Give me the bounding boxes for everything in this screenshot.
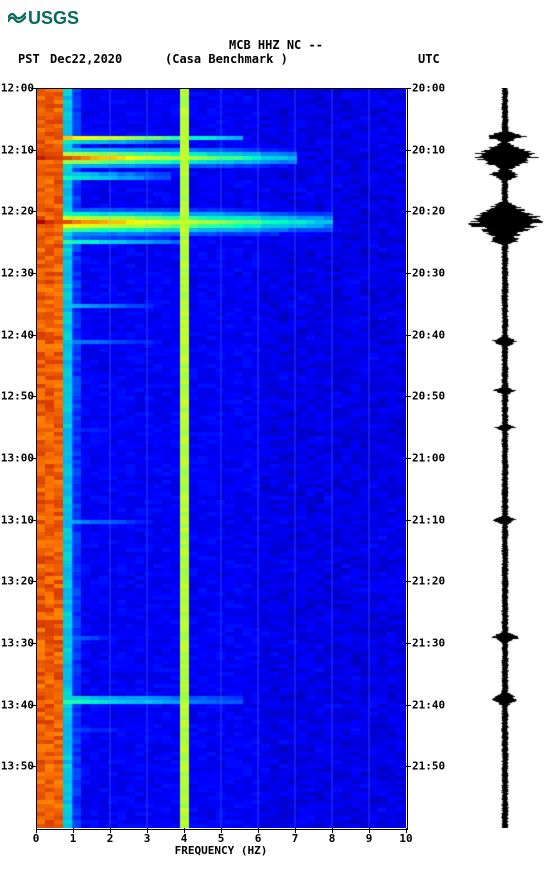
y-tick-left: 12:00 [0, 82, 34, 95]
tick-mark [73, 828, 74, 833]
y-tick-left: 13:20 [0, 575, 34, 588]
y-tick-left: 12:10 [0, 143, 34, 156]
y-tick-right: 21:30 [412, 637, 445, 650]
tick-mark [184, 828, 185, 833]
tick-mark [31, 396, 36, 397]
y-tick-left: 12:30 [0, 267, 34, 280]
tick-mark [31, 273, 36, 274]
y-tick-left: 13:30 [0, 637, 34, 650]
tick-mark [110, 828, 111, 833]
x-axis-label: FREQUENCY (HZ) [36, 844, 406, 857]
tick-mark [406, 150, 411, 151]
usgs-logo-text: USGS [28, 8, 79, 29]
y-tick-right: 20:30 [412, 267, 445, 280]
header-title: MCB HHZ NC -- [0, 38, 552, 52]
tick-mark [31, 520, 36, 521]
tick-mark [406, 520, 411, 521]
seismogram-canvas [460, 88, 550, 828]
station-label: (Casa Benchmark ) [165, 52, 288, 66]
y-tick-right: 21:50 [412, 760, 445, 773]
y-tick-right: 21:10 [412, 513, 445, 526]
tick-mark [31, 705, 36, 706]
right-tz-label: UTC [418, 52, 440, 66]
tick-mark [406, 88, 411, 89]
tick-mark [369, 828, 370, 833]
tick-mark [31, 643, 36, 644]
tick-mark [406, 828, 407, 833]
plot-border [36, 88, 408, 830]
seismogram-plot [460, 88, 550, 828]
y-tick-right: 20:10 [412, 143, 445, 156]
tick-mark [31, 211, 36, 212]
tick-mark [31, 88, 36, 89]
y-tick-left: 13:40 [0, 698, 34, 711]
y-tick-left: 12:20 [0, 205, 34, 218]
tick-mark [147, 828, 148, 833]
left-tz-label: PST [18, 52, 40, 66]
tick-mark [31, 150, 36, 151]
y-tick-left: 13:00 [0, 452, 34, 465]
tick-mark [31, 335, 36, 336]
tick-mark [31, 581, 36, 582]
tick-mark [406, 643, 411, 644]
tick-mark [221, 828, 222, 833]
usgs-logo: USGS [8, 8, 79, 29]
tick-mark [406, 705, 411, 706]
tick-mark [406, 396, 411, 397]
date-label: Dec22,2020 [50, 52, 122, 66]
tick-mark [406, 335, 411, 336]
y-tick-right: 20:20 [412, 205, 445, 218]
tick-mark [406, 458, 411, 459]
y-tick-right: 21:40 [412, 698, 445, 711]
y-tick-left: 13:10 [0, 513, 34, 526]
tick-mark [36, 828, 37, 833]
y-tick-right: 21:20 [412, 575, 445, 588]
y-tick-left: 12:50 [0, 390, 34, 403]
tick-mark [406, 581, 411, 582]
tick-mark [258, 828, 259, 833]
tick-mark [31, 458, 36, 459]
usgs-wave-icon [8, 12, 26, 26]
y-tick-right: 21:00 [412, 452, 445, 465]
tick-mark [406, 766, 411, 767]
tick-mark [31, 766, 36, 767]
y-tick-right: 20:40 [412, 328, 445, 341]
tick-mark [406, 273, 411, 274]
y-tick-left: 12:40 [0, 328, 34, 341]
y-tick-left: 13:50 [0, 760, 34, 773]
tick-mark [406, 211, 411, 212]
y-tick-right: 20:00 [412, 82, 445, 95]
page-root: USGS MCB HHZ NC -- PST Dec22,2020 (Casa … [0, 0, 552, 892]
tick-mark [332, 828, 333, 833]
tick-mark [295, 828, 296, 833]
y-tick-right: 20:50 [412, 390, 445, 403]
